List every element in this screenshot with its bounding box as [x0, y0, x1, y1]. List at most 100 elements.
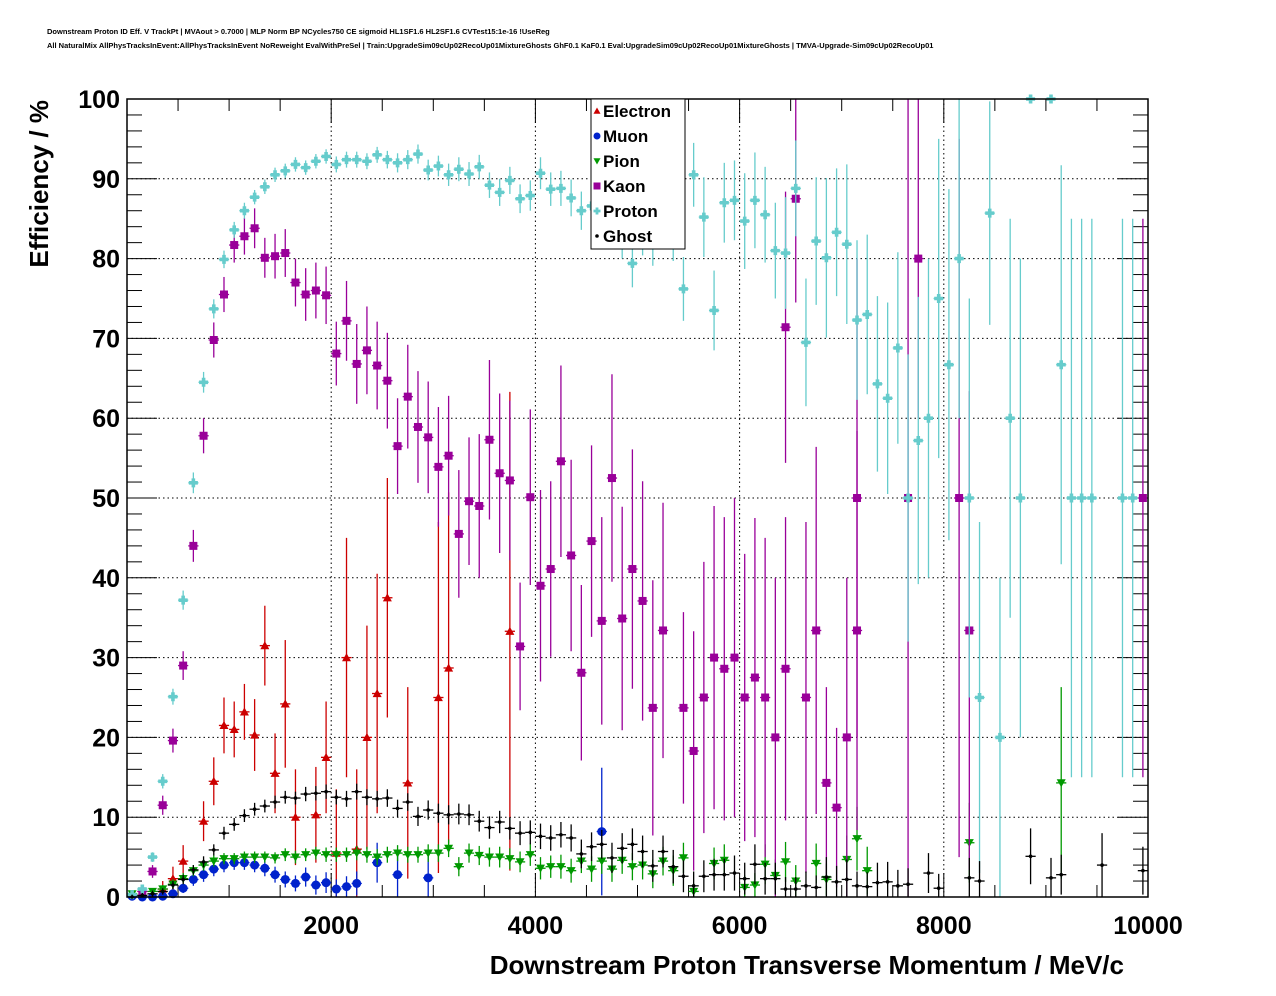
data-point-ghost [800, 871, 812, 897]
data-point-kaon [392, 398, 403, 495]
data-point-proton [514, 184, 526, 214]
marker-cross [770, 246, 780, 256]
data-point-kaon [749, 517, 761, 838]
data-point-ghost [923, 853, 934, 894]
data-point-ghost [811, 875, 822, 897]
marker-circle [352, 878, 362, 888]
y-tick-labels: 0 10 20 30 40 50 60 70 80 90 100 [78, 86, 120, 912]
data-point-pion [382, 846, 393, 863]
marker-dot [896, 884, 900, 888]
data-point-kaon [453, 470, 464, 598]
marker-dot [753, 862, 757, 867]
marker-cross [975, 693, 985, 702]
marker-circle [178, 883, 188, 893]
data-marks [127, 94, 1148, 902]
marker-cross [781, 248, 791, 258]
marker-triangle-down [474, 851, 484, 861]
marker-square [699, 693, 708, 702]
marker-dot [559, 832, 563, 837]
marker-triangle-down [862, 867, 872, 876]
data-point-ghost [780, 877, 791, 897]
data-point-kaon [157, 795, 168, 815]
legend-box [590, 98, 686, 250]
marker-dot [150, 892, 155, 896]
marker-square [516, 642, 525, 651]
marker-square [230, 241, 239, 250]
data-point-proton [239, 202, 250, 219]
marker-triangle-down [678, 854, 688, 863]
data-point-muon [269, 866, 281, 883]
data-point-proton [535, 157, 546, 190]
marker-triangle-up [260, 641, 270, 650]
data-point-kaon [412, 371, 424, 483]
marker-cross [280, 166, 290, 176]
data-point-electron [239, 683, 250, 740]
data-point-electron [341, 537, 352, 778]
marker-triangle-down [546, 863, 556, 872]
marker-dot [446, 813, 451, 817]
marker-square [495, 469, 504, 478]
marker-cross [403, 155, 413, 165]
data-point-proton [402, 150, 413, 170]
data-point-proton [708, 270, 720, 351]
legend-item-kaon: Kaon [593, 177, 646, 196]
data-point-kaon [269, 233, 281, 279]
marker-dot [497, 820, 502, 824]
data-point-proton [178, 590, 189, 610]
data-point-proton [719, 162, 730, 243]
marker-dot [314, 791, 318, 796]
x-tick-label: 4000 [508, 912, 564, 940]
legend-label: Electron [603, 102, 671, 121]
marker-cross [1117, 493, 1127, 503]
marker-circle [260, 863, 270, 873]
marker-cross [515, 194, 525, 204]
marker-triangle-down [311, 849, 321, 858]
data-point-ghost [790, 877, 801, 897]
marker-triangle-down [587, 865, 597, 874]
data-point-kaon [494, 393, 505, 554]
marker-cross [219, 254, 229, 264]
legend-item-ghost: Ghost [595, 227, 652, 246]
marker-cross [342, 155, 352, 165]
data-point-proton [1127, 218, 1138, 778]
data-point-proton [1015, 258, 1026, 738]
data-point-proton [1076, 218, 1087, 778]
data-point-ghost [423, 800, 434, 820]
marker-dot [569, 836, 573, 840]
marker-square [597, 616, 606, 625]
marker-triangle-up [178, 856, 188, 865]
data-point-kaon [504, 400, 515, 561]
marker-triangle-up [199, 816, 209, 825]
marker-cross [311, 156, 321, 166]
marker-cross [593, 207, 601, 215]
data-point-electron [310, 766, 321, 863]
data-point-pion [453, 857, 464, 877]
marker-cross [678, 284, 688, 294]
y-tick-label: 0 [106, 884, 120, 912]
marker-triangle-down [536, 864, 546, 873]
marker-square [781, 664, 790, 673]
data-point-pion [514, 851, 526, 873]
data-point-pion [259, 851, 270, 863]
marker-square [199, 431, 208, 440]
marker-cross [148, 852, 158, 862]
data-point-proton [147, 852, 158, 862]
data-point-proton [841, 164, 852, 325]
data-point-ghost [310, 786, 321, 801]
data-point-kaon [719, 517, 730, 821]
marker-triangle-down [413, 851, 423, 860]
data-point-ghost [892, 869, 903, 897]
legend-label: Ghost [603, 227, 652, 246]
data-point-ghost [453, 803, 464, 825]
marker-square [720, 664, 729, 673]
marker-triangle-down [433, 849, 443, 858]
marker-triangle-down [505, 855, 515, 864]
data-point-electron [229, 701, 240, 758]
data-point-proton [566, 179, 577, 217]
data-point-ghost [514, 821, 526, 846]
data-point-ghost [412, 806, 424, 826]
marker-triangle-down [229, 855, 239, 864]
marker-cross [1128, 493, 1138, 503]
marker-dot [671, 864, 676, 869]
